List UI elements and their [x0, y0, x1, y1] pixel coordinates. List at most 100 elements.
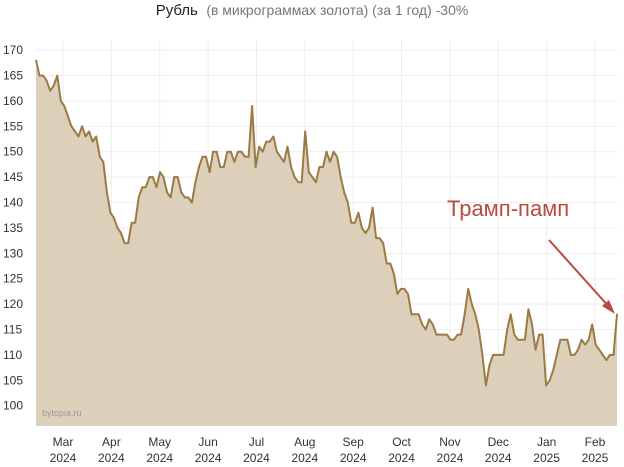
data-point	[102, 161, 105, 163]
data-point	[361, 227, 363, 229]
data-point	[563, 338, 565, 341]
data-point	[502, 354, 505, 356]
data-point	[70, 125, 73, 128]
data-point	[137, 196, 140, 199]
chart-title: Рубль (в микрограммах золота) (за 1 год)…	[156, 2, 469, 19]
data-point	[212, 150, 214, 153]
data-point	[520, 338, 523, 341]
data-point	[432, 323, 434, 326]
data-point	[556, 354, 558, 356]
data-point	[230, 150, 232, 153]
y-tick-label: 105	[3, 373, 23, 387]
data-point	[56, 74, 59, 77]
x-tick-month: Sep	[343, 435, 365, 449]
data-point	[42, 74, 44, 77]
x-tick-month: Feb	[585, 435, 606, 449]
x-tick-year: 2024	[437, 451, 464, 465]
data-point	[598, 349, 601, 351]
data-point	[123, 242, 126, 244]
data-point	[318, 166, 321, 168]
data-point	[184, 196, 186, 199]
data-point	[492, 354, 494, 356]
annotation-arrow	[548, 239, 612, 310]
data-point	[38, 74, 41, 77]
x-axis: Mar 2024 Apr 2024 May 2024 Jun 2024 Jul 2024 Aug 20…	[50, 435, 609, 465]
data-point	[130, 222, 133, 224]
data-point	[559, 338, 562, 341]
data-point	[364, 232, 367, 234]
data-point	[410, 313, 413, 316]
data-point	[226, 150, 229, 153]
data-point	[134, 222, 136, 224]
data-point	[591, 323, 593, 326]
data-point	[233, 161, 236, 163]
data-point	[538, 333, 540, 336]
data-point	[166, 191, 168, 194]
data-point	[609, 354, 611, 356]
y-tick-label: 170	[3, 43, 23, 57]
data-point	[612, 354, 615, 356]
data-point	[421, 323, 424, 326]
data-point	[251, 105, 253, 107]
data-point	[95, 135, 97, 138]
data-point	[127, 242, 129, 244]
x-tick-year: 2024	[98, 451, 125, 465]
data-point	[485, 384, 487, 387]
data-point	[109, 211, 112, 214]
data-point	[403, 288, 406, 290]
data-point	[524, 338, 526, 341]
data-point	[272, 135, 275, 138]
data-point	[141, 186, 144, 189]
data-point	[584, 343, 586, 346]
data-point	[81, 125, 83, 128]
data-point	[407, 293, 409, 295]
data-point	[442, 333, 445, 336]
y-tick-label: 135	[3, 221, 23, 235]
data-point	[67, 115, 69, 117]
x-tick-month: Apr	[102, 435, 121, 449]
data-point	[513, 333, 516, 336]
data-point	[478, 328, 480, 331]
data-point	[517, 338, 519, 341]
y-tick-label: 115	[3, 323, 22, 337]
data-point	[297, 181, 300, 183]
data-point	[49, 90, 51, 92]
data-point	[286, 145, 289, 148]
data-point	[350, 222, 353, 224]
x-tick-month: Mar	[53, 435, 74, 449]
data-point	[300, 181, 303, 183]
data-point	[467, 288, 470, 290]
data-point	[269, 140, 271, 143]
series-area	[36, 60, 617, 427]
data-point	[247, 156, 250, 158]
x-tick-month: Jun	[198, 435, 217, 449]
data-point	[393, 272, 395, 275]
x-tick-year: 2024	[388, 451, 415, 465]
data-points	[35, 59, 618, 387]
data-point	[594, 343, 597, 346]
data-point	[265, 140, 268, 143]
data-point	[396, 293, 399, 295]
data-point	[261, 150, 264, 153]
data-point	[293, 176, 296, 178]
data-point	[180, 191, 183, 194]
data-point	[322, 166, 324, 168]
data-point	[488, 364, 491, 366]
data-point	[254, 166, 257, 168]
data-point	[587, 338, 590, 341]
data-point	[463, 313, 466, 316]
data-point	[191, 201, 193, 204]
data-point	[357, 211, 360, 214]
data-point	[35, 59, 37, 62]
data-point	[155, 186, 158, 189]
x-tick-year: 2024	[50, 451, 77, 465]
data-point	[531, 323, 533, 326]
y-tick-label: 140	[3, 196, 23, 210]
data-point	[329, 161, 331, 163]
data-point	[162, 176, 165, 178]
data-point	[176, 176, 179, 178]
y-tick-label: 120	[3, 297, 23, 311]
data-point	[332, 150, 335, 153]
x-tick-year: 2025	[582, 451, 609, 465]
